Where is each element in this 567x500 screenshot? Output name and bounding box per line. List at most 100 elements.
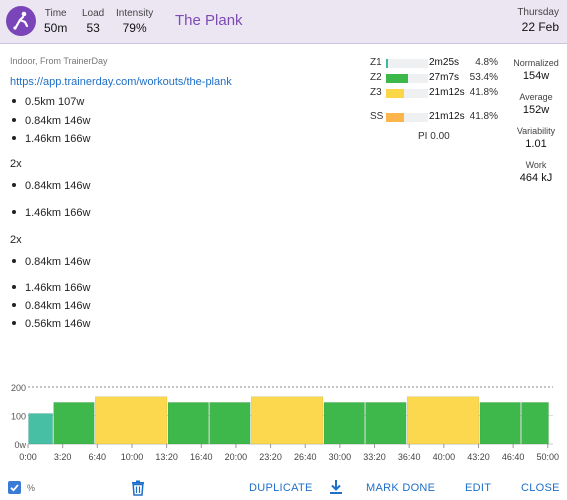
power-bar (53, 402, 95, 445)
x-tick-label: 43:20 (467, 452, 490, 462)
list-item: 0.5km 107w (12, 96, 84, 108)
zone-percent: 41.8% (469, 111, 498, 122)
step-text: 0.84km 146w (25, 115, 91, 127)
x-tick-label: 36:40 (398, 452, 421, 462)
metric-label: Normalized (513, 58, 559, 68)
y-tick-label: 200 (11, 383, 26, 393)
step-text: 0.84km 146w (25, 300, 91, 312)
x-tick-label: 10:00 (121, 452, 144, 462)
x-tick-label: 13:20 (155, 452, 178, 462)
day-month: 22 Feb (521, 20, 559, 34)
average-metric: Average 152w (506, 92, 566, 116)
edit-button[interactable]: EDIT (465, 482, 492, 494)
x-tick-label: 6:40 (89, 452, 107, 462)
x-tick-label: 40:00 (433, 452, 456, 462)
bullet-icon (12, 259, 16, 264)
x-tick-label: 3:20 (54, 452, 72, 462)
cyclist-logo-icon (6, 6, 36, 36)
zone-time: 21m12s (429, 111, 465, 122)
workout-source: Indoor, From TrainerDay (10, 56, 108, 66)
time-stat-label: Time (44, 8, 67, 19)
repeat-label: 2x (10, 234, 22, 246)
x-tick-label: 30:00 (329, 452, 352, 462)
list-item: 1.46km 166w (12, 133, 90, 145)
zone-name: SS (370, 111, 384, 122)
step-text: 0.5km 107w (25, 96, 85, 108)
power-bar (209, 402, 251, 445)
intensity-stat-value: 79% (122, 21, 147, 35)
zone-name: Z3 (370, 87, 382, 98)
list-item: 0.84km 146w (12, 115, 90, 127)
bullet-icon (12, 118, 16, 123)
intensity-stat-label: Intensity (116, 8, 154, 19)
close-button[interactable]: CLOSE (521, 482, 560, 494)
day-of-week: Thursday (517, 7, 559, 18)
metric-value: 154w (522, 70, 550, 82)
workout-header: Time 50m Load 53 Intensity 79% The Plank… (0, 0, 567, 44)
zone-bar-fill (386, 74, 409, 83)
duplicate-button[interactable]: DUPLICATE (249, 482, 313, 494)
zone-bar (386, 113, 428, 122)
check-icon (10, 484, 19, 492)
x-tick-label: 33:20 (363, 452, 386, 462)
power-bar (323, 402, 365, 445)
bullet-icon (12, 136, 16, 141)
download-icon[interactable] (329, 479, 343, 500)
zone-bar-fill (386, 113, 404, 122)
bullet-icon (12, 303, 16, 308)
metric-value: 1.01 (525, 138, 547, 150)
variability-metric: Variability 1.01 (506, 126, 566, 150)
power-bar (250, 396, 324, 445)
x-tick-label: 50:00 (537, 452, 560, 462)
zone-bar (386, 74, 428, 83)
step-text: 1.46km 166w (25, 282, 91, 294)
zone-bar (386, 89, 428, 98)
zone-name: Z1 (370, 57, 382, 68)
metric-value: 152w (522, 104, 550, 116)
power-bar (167, 402, 209, 445)
step-text: 1.46km 166w (25, 207, 91, 219)
power-bar (521, 402, 549, 445)
zone-row-z3: Z3 21m12s 41.8% (370, 87, 500, 99)
zone-percent: 41.8% (469, 87, 498, 98)
metric-label: Variability (516, 126, 556, 136)
zone-row-z2: Z2 27m7s 53.4% (370, 72, 500, 84)
bullet-icon (12, 99, 16, 104)
list-item: 0.84km 146w (12, 256, 90, 268)
x-tick-label: 20:00 (225, 452, 248, 462)
intensity-stat: Intensity 79% (116, 8, 153, 35)
power-bar (94, 396, 168, 445)
time-stat-value: 50m (44, 21, 68, 35)
zone-name: Z2 (370, 72, 382, 83)
percent-checkbox[interactable] (8, 481, 21, 494)
power-bar (28, 413, 53, 445)
zone-bar (386, 59, 428, 68)
step-text: 0.84km 146w (25, 256, 91, 268)
bullet-icon (12, 210, 16, 215)
metric-label: Average (519, 92, 553, 102)
power-profile-chart: 200 100 0w 0:00 3:20 6:40 10:00 13:20 16:40 20:00… (11, 383, 560, 462)
time-stat: Time 50m (44, 8, 67, 35)
metric-label: Work (525, 160, 547, 170)
workout-link[interactable]: https://app.trainerday.com/workouts/the-… (10, 76, 232, 88)
list-item: 0.84km 146w (12, 180, 90, 192)
zone-time: 21m12s (429, 87, 465, 98)
zone-row-ss: SS 21m12s 41.8% (370, 111, 500, 123)
mark-done-button[interactable]: MARK DONE (366, 482, 436, 494)
power-bar (365, 402, 407, 445)
zone-percent: 4.8% (475, 57, 498, 68)
y-tick-label: 0w (14, 440, 26, 450)
zone-row-z1: Z1 2m25s 4.8% (370, 57, 500, 69)
x-tick-label: 16:40 (190, 452, 213, 462)
x-tick-label: 26:40 (294, 452, 317, 462)
pi-value: PI 0.00 (418, 131, 450, 142)
step-text: 1.46km 166w (25, 133, 91, 145)
workout-title: The Plank (175, 12, 243, 29)
trash-icon[interactable] (131, 480, 145, 500)
list-item: 1.46km 166w (12, 282, 90, 294)
list-item: 0.56km 146w (12, 318, 90, 330)
list-item: 1.46km 166w (12, 207, 90, 219)
repeat-label: 2x (10, 158, 22, 170)
zone-time: 27m7s (429, 72, 460, 83)
bullet-icon (12, 321, 16, 326)
